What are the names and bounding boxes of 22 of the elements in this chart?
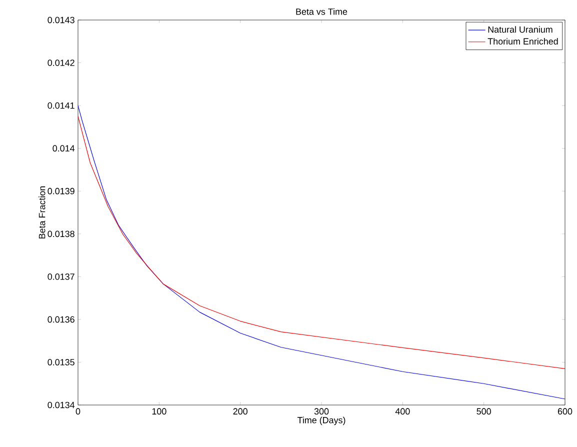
y-tick-label: 0.0137 — [48, 273, 74, 280]
legend-label: Natural Uranium — [488, 26, 552, 33]
x-tick-label: 200 — [233, 408, 248, 415]
x-tick-label: 600 — [558, 408, 572, 415]
y-tick-label: 0.0139 — [48, 188, 74, 194]
y-tick-label: 0.0134 — [48, 402, 75, 408]
chart-title: Beta vs Time — [296, 8, 348, 15]
x-tick-label: 0 — [76, 408, 80, 415]
y-tick-label: 0.0135 — [48, 359, 74, 366]
y-tick-label: 0.0143 — [48, 16, 74, 24]
y-tick-label: 0.0136 — [48, 316, 74, 323]
y-tick-label: 0.0141 — [48, 102, 74, 109]
legend-label: Thorium Enriched — [488, 38, 558, 45]
x-tick-label: 100 — [152, 408, 166, 415]
x-tick-label: 400 — [395, 408, 410, 415]
x-axis-title: Time (Days) — [297, 416, 346, 426]
x-tick-label: 300 — [314, 408, 329, 415]
y-tick-label: 0.0142 — [48, 60, 74, 66]
x-tick-label: 500 — [476, 408, 491, 415]
y-tick-label: 0.0138 — [48, 230, 74, 238]
y-axis-title: Beta Fraction — [38, 186, 46, 238]
y-tick-label: 0.014 — [52, 145, 75, 152]
